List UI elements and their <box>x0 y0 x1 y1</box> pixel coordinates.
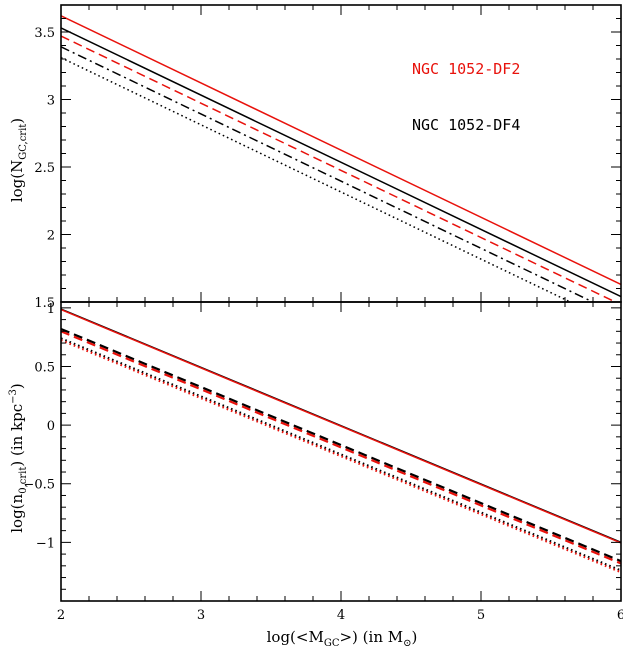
y-tick-label: 3.5 <box>34 26 55 41</box>
x-label-mid: >) (in M <box>339 628 403 646</box>
top-y-label-sub: GC,crit <box>18 124 29 160</box>
series-group <box>61 15 621 302</box>
x-tick-label: 6 <box>617 608 623 623</box>
series-line-dotted-black <box>61 337 621 572</box>
top-y-label-end: ) <box>8 118 26 124</box>
x-label-sub: GC <box>324 638 340 649</box>
series-line-dotted-black <box>61 56 573 302</box>
legend-entry-df4: NGC 1052-DF4 <box>412 116 520 134</box>
bottom-y-label-mid: ) (in kpc <box>8 404 26 467</box>
y-tick-label: −1 <box>36 536 55 551</box>
y-tick-label: 0.5 <box>34 360 55 375</box>
y-tick-label: 3 <box>47 94 55 109</box>
top-y-axis-label: log(NGC,crit) <box>8 118 29 202</box>
series-line-dotted-red <box>61 339 621 574</box>
top-panel: 1.5 2 2.5 3 3.5 <box>34 4 622 311</box>
top-y-label-main: log(N <box>8 160 26 202</box>
series-line-dashdot-black <box>61 46 595 302</box>
y-tick-label: 1.5 <box>34 296 55 311</box>
x-tick-label: 2 <box>57 608 65 623</box>
bottom-y-label-end: ) <box>8 383 26 389</box>
y-tick-label: 2 <box>47 229 55 244</box>
x-label-main: log(<M <box>267 628 324 646</box>
series-line-dashed-red <box>61 35 618 302</box>
bottom-y-label-main: log(n <box>8 493 26 532</box>
bottom-y-label-sup: −3 <box>8 389 19 404</box>
series-line-dashed-red <box>61 330 621 565</box>
x-tick-label: 3 <box>197 608 205 623</box>
x-label-sun: ⊙ <box>403 638 411 649</box>
y-tick-label: 2.5 <box>34 161 55 176</box>
bottom-y-label-sub: 0,crit <box>18 467 29 494</box>
bottom-y-axis-label: log(n0,crit) (in kpc−3) <box>8 383 29 533</box>
y-tick-label: 0 <box>47 419 55 434</box>
series-line-solid-red <box>61 308 621 544</box>
y-tick-label: 1 <box>47 302 55 317</box>
series-line-solid-black <box>61 27 621 298</box>
y-tick-label: −0.5 <box>23 478 55 493</box>
x-tick-label: 5 <box>477 608 485 623</box>
plot-frame <box>60 301 622 602</box>
series-line-solid-red <box>61 15 621 286</box>
legend-entry-df2: NGC 1052-DF2 <box>412 60 520 78</box>
plot-frame <box>60 4 622 303</box>
series-line-dashed-black <box>61 327 621 563</box>
x-label-end: ) <box>412 628 418 646</box>
x-tick-label: 4 <box>337 608 345 623</box>
series-group <box>61 308 621 574</box>
x-axis-label: log(<MGC>) (in M⊙) <box>267 628 418 649</box>
bottom-panel: −1 −0.5 0 0.5 1 2 3 4 5 6 <box>23 301 623 623</box>
